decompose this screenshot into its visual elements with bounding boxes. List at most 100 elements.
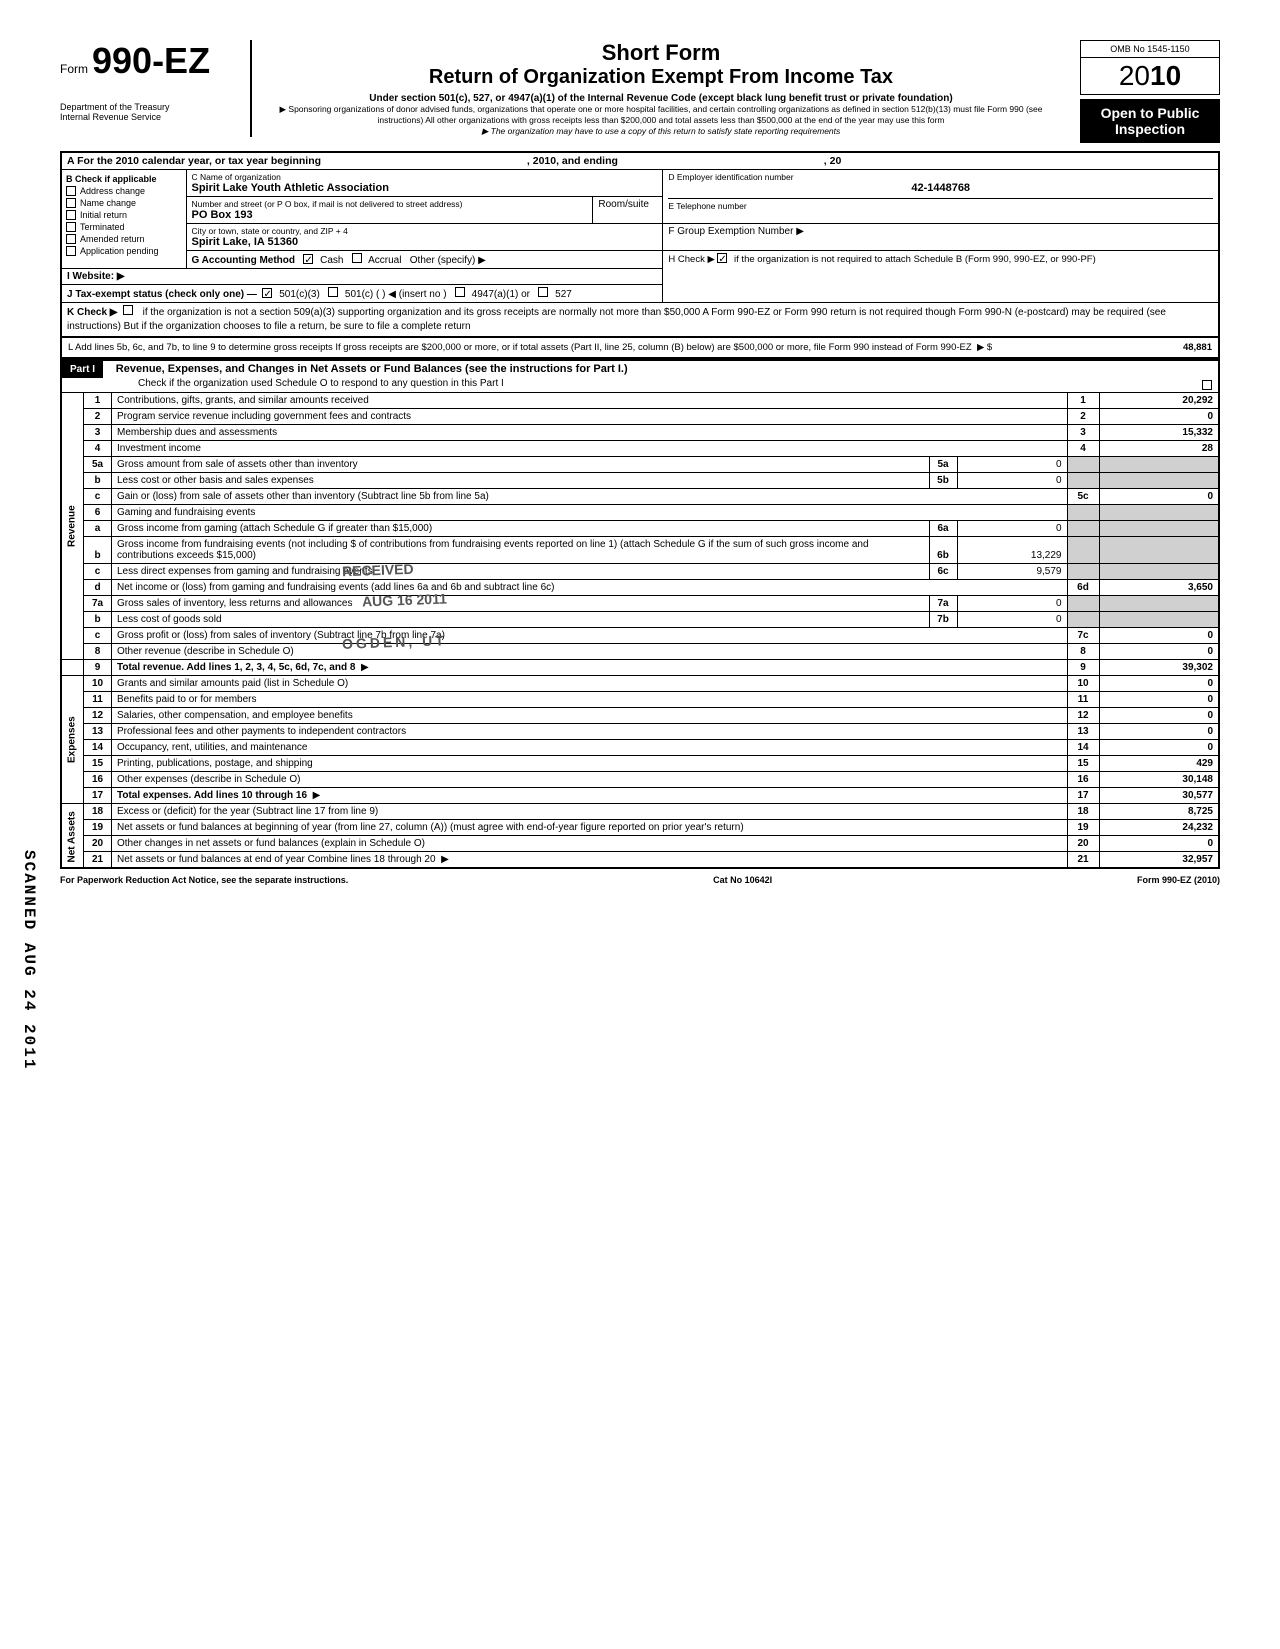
cb-cash[interactable]	[303, 254, 313, 264]
col-b: B Check if applicable Address change Nam…	[61, 170, 186, 269]
cb-k[interactable]	[123, 305, 133, 315]
cb-pending[interactable]	[66, 246, 76, 256]
val-14: 0	[1099, 740, 1219, 756]
check-initial: Initial return	[80, 210, 127, 220]
k-label: K Check ▶	[67, 307, 117, 318]
cb-h[interactable]	[717, 253, 727, 263]
line-5b: Less cost or other basis and sales expen…	[112, 473, 930, 489]
c-label: C Name of organization	[192, 172, 658, 182]
val-4: 28	[1099, 441, 1219, 457]
j-527: 527	[555, 289, 572, 300]
sval-6a: 0	[957, 521, 1067, 537]
line-19: Net assets or fund balances at beginning…	[112, 820, 1068, 836]
val-15: 429	[1099, 756, 1219, 772]
cb-initial[interactable]	[66, 210, 76, 220]
i-label: I Website: ▶	[67, 271, 125, 282]
sval-7b: 0	[957, 612, 1067, 628]
street-label: Number and street (or P O box, if mail i…	[192, 199, 588, 209]
part1-sub: Check if the organization used Schedule …	[62, 378, 504, 389]
form-title-block: Form 990-EZ	[60, 40, 240, 82]
line-6b: Gross income from fundraising events (no…	[112, 537, 930, 564]
cb-name[interactable]	[66, 198, 76, 208]
sval-5b: 0	[957, 473, 1067, 489]
room-label: Room/suite	[593, 197, 663, 224]
part1-table: Part I Revenue, Expenses, and Changes in…	[60, 359, 1220, 869]
j-4947: 4947(a)(1) or	[472, 289, 530, 300]
form-page: SCANNED AUG 24 2011 Form 990-EZ Departme…	[60, 40, 1220, 885]
b-label: B Check if applicable	[66, 174, 182, 184]
val-12: 0	[1099, 708, 1219, 724]
cb-accrual[interactable]	[352, 253, 362, 263]
line-8: Other revenue (describe in Schedule O)	[117, 646, 294, 657]
g-label: G Accounting Method	[192, 255, 296, 266]
g-cash: Cash	[320, 255, 343, 266]
year-bold: 10	[1150, 60, 1181, 91]
l-arrow: ▶ $	[977, 342, 992, 353]
g-accrual: Accrual	[368, 255, 401, 266]
year-prefix: 20	[1119, 60, 1150, 91]
city-label: City or town, state or country, and ZIP …	[192, 226, 658, 236]
val-3: 15,332	[1099, 425, 1219, 441]
line-21: Net assets or fund balances at end of ye…	[117, 854, 436, 865]
vert-netassets: Net Assets	[61, 804, 84, 869]
cb-scho[interactable]	[1202, 380, 1212, 390]
val-21: 32,957	[1099, 852, 1219, 869]
cb-4947[interactable]	[455, 287, 465, 297]
a-label: A For the 2010 calendar year, or tax yea…	[67, 155, 321, 167]
line-4: Investment income	[112, 441, 1068, 457]
line-14: Occupancy, rent, utilities, and maintena…	[112, 740, 1068, 756]
l-value: 48,881	[1092, 342, 1212, 353]
cb-terminated[interactable]	[66, 222, 76, 232]
d-label: D Employer identification number	[668, 172, 1213, 182]
footer-form: Form 990-EZ (2010)	[1137, 875, 1220, 885]
city-value: Spirit Lake, IA 51360	[192, 236, 658, 248]
j-insert: ) ◀ (insert no )	[382, 289, 446, 300]
val-20: 0	[1099, 836, 1219, 852]
line-6: Gaming and fundraising events	[112, 505, 1068, 521]
val-10: 0	[1099, 676, 1219, 692]
line-10: Grants and similar amounts paid (list in…	[112, 676, 1068, 692]
vert-revenue: Revenue	[61, 393, 84, 660]
vert-expenses: Expenses	[61, 676, 84, 804]
val-5c: 0	[1099, 489, 1219, 505]
val-9: 39,302	[1099, 660, 1219, 676]
line-5a: Gross amount from sale of assets other t…	[112, 457, 930, 473]
val-2: 0	[1099, 409, 1219, 425]
sval-7a: 0	[957, 596, 1067, 612]
sval-6b: 13,229	[957, 537, 1067, 564]
line-2: Program service revenue including govern…	[112, 409, 1068, 425]
line-6d: Net income or (loss) from gaming and fun…	[117, 582, 554, 593]
form-prefix: Form	[60, 62, 88, 76]
line-7b: Less cost of goods sold	[112, 612, 930, 628]
cb-501c3[interactable]	[262, 288, 272, 298]
g-other: Other (specify) ▶	[410, 255, 486, 266]
a-mid: , 2010, and ending	[527, 155, 618, 167]
sval-6c: 9,579	[957, 564, 1067, 580]
stamp-ogden: OGDEN, UT	[342, 632, 447, 652]
line-12: Salaries, other compensation, and employ…	[112, 708, 1068, 724]
cb-501c[interactable]	[328, 287, 338, 297]
cb-amended[interactable]	[66, 234, 76, 244]
title-block: Short Form Return of Organization Exempt…	[250, 40, 1070, 137]
year-box: 2010	[1080, 58, 1220, 95]
form-number: 990-EZ	[92, 40, 210, 82]
satisfy-text: ▶ The organization may have to use a cop…	[262, 126, 1060, 137]
val-6d: 3,650	[1099, 580, 1219, 596]
dept-irs: Internal Revenue Service	[60, 112, 240, 122]
short-form: Short Form	[262, 40, 1060, 66]
section-a-table: A For the 2010 calendar year, or tax yea…	[60, 151, 1220, 359]
d-value: 42-1448768	[668, 182, 1213, 194]
c-value: Spirit Lake Youth Athletic Association	[192, 182, 658, 194]
stamp-received: RECEIVED	[342, 561, 414, 579]
line-1: Contributions, gifts, grants, and simila…	[112, 393, 1068, 409]
cb-address[interactable]	[66, 186, 76, 196]
line-7a: Gross sales of inventory, less returns a…	[117, 598, 352, 609]
line-18: Excess or (deficit) for the year (Subtra…	[112, 804, 1068, 820]
header: Form 990-EZ Department of the Treasury I…	[60, 40, 1220, 143]
part1-title: Revenue, Expenses, and Changes in Net As…	[116, 363, 628, 375]
line-15: Printing, publications, postage, and shi…	[112, 756, 1068, 772]
j-501c: 501(c) (	[345, 289, 379, 300]
cb-527[interactable]	[538, 287, 548, 297]
sponsor-text: ▶ Sponsoring organizations of donor advi…	[262, 104, 1060, 126]
val-13: 0	[1099, 724, 1219, 740]
